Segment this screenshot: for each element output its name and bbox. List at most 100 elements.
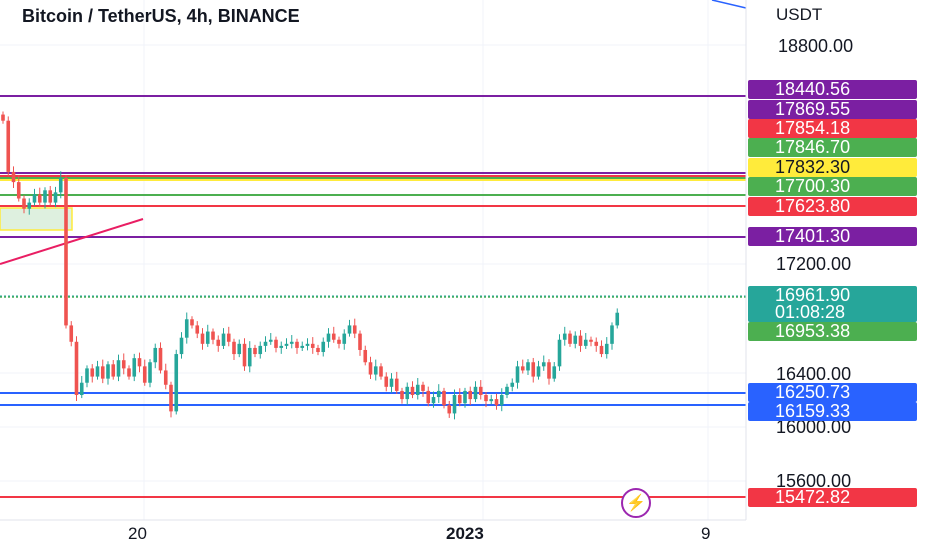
candle-body [216, 339, 221, 346]
candle-body [163, 370, 168, 385]
last-price-badge[interactable]: 16961.90 01:08:28 [748, 286, 917, 322]
trend-line [0, 218, 144, 265]
candlestick-series [1, 111, 620, 420]
candle-body [337, 339, 341, 344]
candle-body [295, 341, 299, 348]
candle-body [541, 362, 546, 367]
candle-body [457, 395, 462, 404]
candle-body [32, 194, 37, 203]
price-badge[interactable]: 17401.30 [748, 227, 917, 246]
price-badge[interactable]: 17623.80 [748, 197, 917, 216]
candle-body [547, 362, 551, 379]
candle-body [599, 345, 604, 355]
candle-body [489, 399, 494, 402]
candle-body [594, 341, 599, 346]
candle-body [100, 366, 105, 379]
candle-body [394, 378, 399, 391]
candle-body [589, 339, 593, 342]
candle-body [310, 343, 315, 348]
candle-body [562, 333, 567, 340]
candle-body [268, 339, 273, 342]
candle-body [447, 405, 452, 414]
candle-body [300, 345, 305, 348]
candle-body [610, 325, 614, 344]
zone-rectangle [0, 207, 73, 231]
candle-body [515, 366, 520, 383]
price-badge[interactable]: 17700.30 [748, 177, 917, 196]
candle-body [195, 325, 200, 334]
candle-body [48, 190, 53, 203]
candle-body [190, 319, 194, 326]
candle-body [421, 384, 425, 391]
candle-body [27, 202, 32, 209]
candle-body [127, 368, 131, 377]
candle-body [468, 390, 473, 400]
candle-body [321, 341, 326, 353]
price-badge[interactable]: 17846.70 [748, 138, 917, 157]
candle-body [326, 333, 331, 342]
candle-body [174, 354, 179, 412]
candle-body [43, 190, 47, 203]
candle-body [352, 325, 357, 334]
price-badge[interactable]: 16953.38 [748, 322, 917, 341]
candle-body [169, 384, 173, 412]
currency-label: USDT [776, 5, 823, 24]
candle-body [431, 397, 436, 404]
candle-body [405, 386, 410, 400]
candle-body [116, 360, 121, 377]
price-badge[interactable]: 18440.56 [748, 80, 917, 99]
price-tick: 17200.00 [776, 254, 852, 274]
candle-body [11, 171, 16, 183]
candle-body [442, 390, 446, 406]
price-badge[interactable]: 17869.55 [748, 100, 917, 119]
candle-body [69, 325, 74, 342]
candle-body [452, 395, 457, 414]
trend-line [711, 0, 747, 9]
candle-body [494, 399, 499, 406]
price-badge[interactable]: 15472.82 [748, 488, 917, 507]
candle-body [37, 194, 42, 203]
candle-body [263, 341, 268, 346]
candle-body [478, 386, 483, 396]
candle-body [358, 333, 362, 350]
price-badge[interactable]: 16159.33 [748, 402, 917, 421]
candle-body [578, 335, 583, 346]
candle-body [520, 366, 525, 371]
candle-body [79, 382, 84, 396]
candle-body [232, 341, 236, 355]
candle-body [111, 364, 116, 377]
candle-body [573, 335, 578, 344]
candle-body [505, 386, 509, 396]
candle-body [95, 366, 100, 377]
candle-body [22, 198, 26, 209]
candle-body [1, 114, 5, 121]
price-badge[interactable]: 16250.73 [748, 383, 917, 402]
candle-body [305, 343, 310, 346]
candle-body [410, 386, 415, 396]
candle-body [363, 349, 368, 363]
candle-body [531, 362, 536, 377]
price-tick: 18800.00 [778, 36, 854, 56]
candle-body [237, 343, 242, 355]
candle-body [379, 366, 383, 377]
candle-body [142, 366, 147, 383]
candle-body [568, 333, 572, 344]
price-badge[interactable]: 17832.30 [748, 158, 917, 177]
time-tick: 2023 [446, 524, 484, 543]
candle-body [132, 358, 137, 377]
time-tick: 20 [128, 524, 147, 543]
price-tick: 16400.00 [776, 364, 852, 384]
candle-body [473, 386, 478, 400]
candle-body [342, 333, 347, 344]
candle-body [615, 312, 620, 326]
time-tick: 9 [701, 524, 711, 543]
candle-body [499, 395, 504, 406]
candle-body [347, 325, 352, 334]
price-badge[interactable]: 17854.18 [748, 119, 917, 138]
price-tick: 16000.00 [776, 417, 852, 437]
candle-body [158, 347, 163, 371]
candle-body [331, 333, 336, 340]
lightning-icon[interactable]: ⚡ [621, 488, 651, 518]
candle-body [510, 382, 515, 387]
